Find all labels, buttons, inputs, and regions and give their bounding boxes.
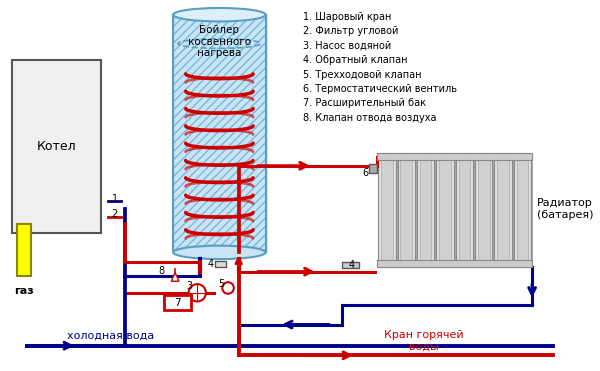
Bar [215,261,226,267]
Circle shape [222,282,234,294]
Text: Радиатор
(батарея): Радиатор (батарея) [537,198,593,220]
Text: 6. Термостатический вентиль: 6. Термостатический вентиль [303,84,457,94]
Bar [497,159,509,261]
Bar [377,260,532,267]
Bar [370,164,377,174]
Bar [439,159,451,261]
Ellipse shape [173,246,266,259]
Text: 8. Клапан отвода воздуха: 8. Клапан отвода воздуха [303,113,437,123]
Bar [420,159,431,261]
Bar [400,159,412,261]
Text: Котел: Котел [37,140,76,153]
Bar [494,153,512,267]
Bar [11,60,101,233]
Bar [164,295,191,310]
Bar [517,159,528,261]
Bar [478,159,490,261]
Bar [514,153,531,267]
Text: 5. Трехходовой клапан: 5. Трехходовой клапан [303,69,422,79]
Text: Кран горячей
воды: Кран горячей воды [383,330,463,351]
Text: 1. Шаровый кран: 1. Шаровый кран [303,12,391,22]
Text: 3. Насос водяной: 3. Насос водяной [303,41,391,51]
Text: 7: 7 [174,298,181,308]
Bar [398,153,415,267]
Bar [173,15,266,252]
Text: 5: 5 [218,279,224,289]
Text: 2. Фильтр угловой: 2. Фильтр угловой [303,26,398,36]
Text: холодная вода: холодная вода [67,331,155,341]
Text: 7. Расширительный бак: 7. Расширительный бак [303,98,426,108]
Bar [378,153,395,267]
Bar [173,15,266,252]
Text: 4: 4 [208,259,214,269]
Bar [455,153,473,267]
Text: 4: 4 [348,260,354,270]
Ellipse shape [173,8,266,22]
Bar [377,153,532,160]
Text: 6: 6 [362,168,368,177]
Bar [475,153,493,267]
Polygon shape [171,273,179,281]
Text: газ: газ [14,286,34,296]
Bar [417,153,434,267]
Bar [17,223,31,276]
Bar [436,153,454,267]
Text: Бойлер
косвенного
нагрева: Бойлер косвенного нагрева [188,25,251,58]
Bar [381,159,393,261]
Text: 8: 8 [158,266,164,276]
Text: 4. Обратный клапан: 4. Обратный клапан [303,55,407,65]
Bar [458,159,470,261]
Bar [341,262,359,268]
Circle shape [188,284,206,302]
Text: 2: 2 [112,209,118,219]
Text: 1: 1 [112,194,118,204]
Text: 3: 3 [187,281,193,291]
